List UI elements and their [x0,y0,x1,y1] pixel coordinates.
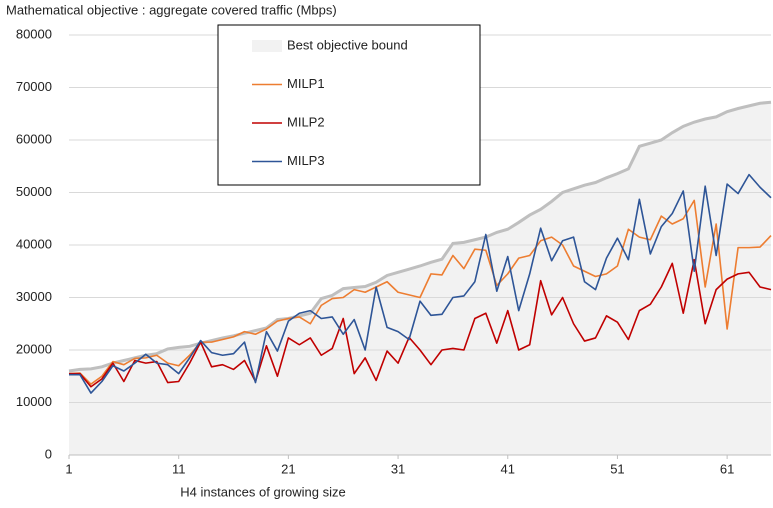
x-tick-label: 21 [281,461,295,476]
y-tick-label: 80000 [16,26,52,41]
x-tick-label: 31 [391,461,405,476]
y-tick-label: 50000 [16,184,52,199]
legend-swatch [252,40,282,52]
y-tick-label: 60000 [16,131,52,146]
y-tick-label: 30000 [16,289,52,304]
y-tick-label: 20000 [16,341,52,356]
y-tick-label: 10000 [16,394,52,409]
legend: Best objective bound MILP1 MILP2 MILP3 [217,24,481,186]
y-tick-label: 70000 [16,79,52,94]
x-tick-label: 11 [172,461,186,476]
series-line [68,199,772,385]
x-tick-label: 1 [65,461,72,476]
legend-label: MILP1 [287,76,325,91]
x-tick-label: 61 [720,461,734,476]
legend-label: MILP2 [287,114,325,129]
series-line [69,173,772,394]
chart-title: Mathematical objective : aggregate cover… [6,2,337,17]
x-axis-label: H4 instances of growing size [180,484,345,499]
legend-label: MILP3 [287,153,325,168]
plot-area [68,34,772,459]
y-tick-label: 40000 [16,236,52,251]
series-line [69,258,772,388]
legend-label: Best objective bound [287,37,408,52]
area-fill [69,102,771,455]
area-line [68,100,772,373]
x-tick-label: 51 [610,461,624,476]
x-tick-label: 41 [501,461,515,476]
y-tick-label: 0 [45,446,52,461]
